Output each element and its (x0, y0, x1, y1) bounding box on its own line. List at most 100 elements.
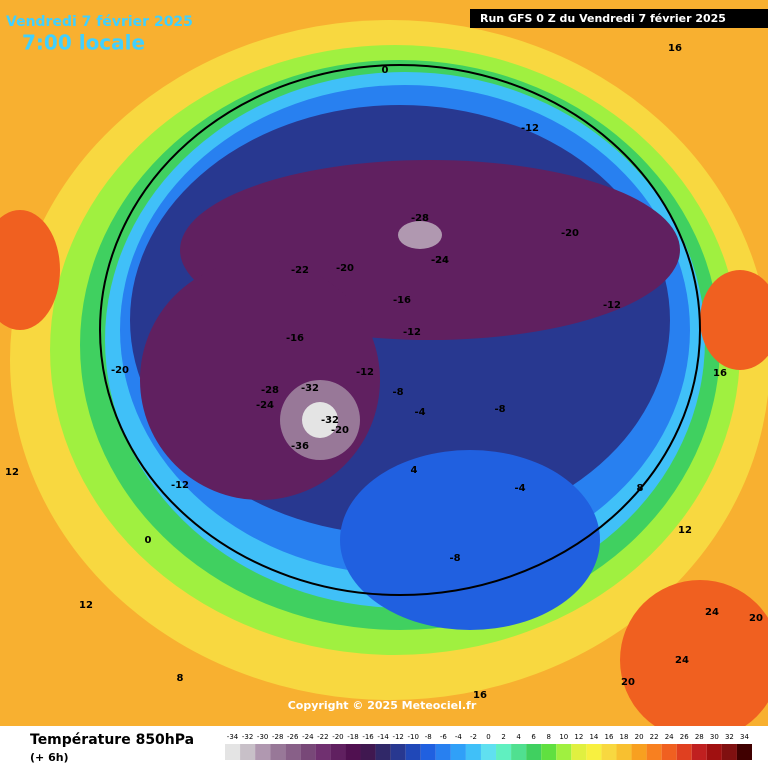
color-step (721, 744, 737, 760)
contour-label: -8 (392, 387, 403, 398)
scale-label: -20 (332, 733, 343, 741)
scale-label: -10 (407, 733, 418, 741)
contour-label: -32 (301, 383, 319, 394)
color-step (225, 744, 241, 760)
contour-label: 8 (177, 673, 184, 684)
scale-label: -24 (302, 733, 314, 741)
color-step (315, 744, 331, 760)
contour-label: 20 (749, 613, 763, 624)
color-step (676, 744, 692, 760)
color-step (345, 744, 361, 760)
scale-label: 28 (695, 733, 704, 741)
color-step (435, 744, 451, 760)
contour-label: 4 (411, 465, 418, 476)
scale-label: -4 (455, 733, 463, 741)
scale-label: -12 (392, 733, 403, 741)
scale-label: 12 (574, 733, 583, 741)
color-step (571, 744, 587, 760)
color-step (255, 744, 271, 760)
scale-label: 26 (680, 733, 689, 741)
color-step (736, 744, 752, 760)
scale-label: 20 (635, 733, 644, 741)
scale-label: 14 (589, 733, 598, 741)
scale-label: -18 (347, 733, 358, 741)
color-step (526, 744, 542, 760)
color-step (496, 744, 512, 760)
scale-label: 22 (650, 733, 659, 741)
scale-label: 18 (620, 733, 629, 741)
contour-label: -8 (494, 404, 505, 415)
contour-label: -24 (431, 255, 449, 266)
contour-label: -24 (431, 255, 449, 266)
contour-label: -12 (403, 327, 421, 338)
color-step (420, 744, 436, 760)
contour-label: -20 (111, 365, 129, 376)
color-step (300, 744, 316, 760)
scale-label: 34 (740, 733, 749, 741)
color-step (541, 744, 557, 760)
contour-label: -16 (286, 333, 304, 344)
scale-label: -30 (257, 733, 268, 741)
contour-label: 12 (79, 600, 93, 611)
temp-zone (140, 260, 380, 500)
scale-label: -28 (272, 733, 283, 741)
color-step (240, 744, 256, 760)
run-box (470, 9, 768, 28)
contour-label: -24 (256, 400, 274, 411)
color-step (405, 744, 421, 760)
scale-label: -32 (242, 733, 253, 741)
date: Vendredi 7 février 2025 (6, 14, 193, 30)
contour-label: -28 (261, 385, 279, 396)
scale-label: -26 (287, 733, 299, 741)
temp-zone (340, 450, 600, 630)
map: Vendredi 7 février 2025 7:00 locale Run … (0, 0, 768, 726)
contour-label: -8 (449, 553, 460, 564)
color-step (285, 744, 301, 760)
legend-subtitle: (+ 6h) (30, 751, 69, 764)
legend: Température 850hPa (+ 6h) -34 -32 -30 -28 -2… (30, 732, 752, 764)
temp-zone (398, 221, 442, 249)
contour-label: 0 (382, 65, 389, 76)
contour-label: -32 (321, 415, 339, 426)
contour-label: -28 (411, 213, 429, 224)
scale-label: 10 (559, 733, 568, 741)
run: Run GFS 0 Z du Vendredi 7 février 2025 (480, 12, 726, 25)
color-step (270, 744, 286, 760)
scale-label: -34 (227, 733, 239, 741)
scale-label: 2 (501, 733, 505, 741)
contour-label: -22 (291, 265, 309, 276)
color-step (480, 744, 497, 760)
color-step (586, 744, 602, 760)
color-step (646, 744, 662, 760)
color-step (616, 744, 632, 760)
contour-label: 20 (621, 677, 635, 688)
contour-label: -36 (291, 441, 309, 452)
color-step (390, 744, 406, 760)
legend-title: Température 850hPa (30, 732, 194, 748)
time: 7:00 locale (22, 31, 145, 55)
scale-label: 16 (604, 733, 613, 741)
color-step (661, 744, 677, 760)
scale-label: -6 (440, 733, 448, 741)
contour-label: -12 (356, 367, 374, 378)
temp-zone (0, 210, 60, 330)
contour-label: 24 (675, 655, 689, 666)
contour-label: -4 (514, 483, 525, 494)
contour-label: 16 (668, 43, 682, 54)
temp-zone (700, 270, 768, 370)
scale-label: 8 (546, 733, 550, 741)
color-step (631, 744, 647, 760)
color-step (375, 744, 391, 760)
scale-label: 0 (486, 733, 490, 741)
scale-label: 4 (516, 733, 521, 741)
contour-label: -12 (603, 300, 621, 311)
scale-label: -8 (425, 733, 432, 741)
contour-label: 16 (473, 690, 487, 701)
color-step (691, 744, 707, 760)
zero-isotherm (99, 64, 701, 596)
color-step (360, 744, 376, 760)
temp-zone (620, 580, 768, 726)
contour-label: 12 (5, 467, 19, 478)
contour-label: -12 (171, 480, 189, 491)
